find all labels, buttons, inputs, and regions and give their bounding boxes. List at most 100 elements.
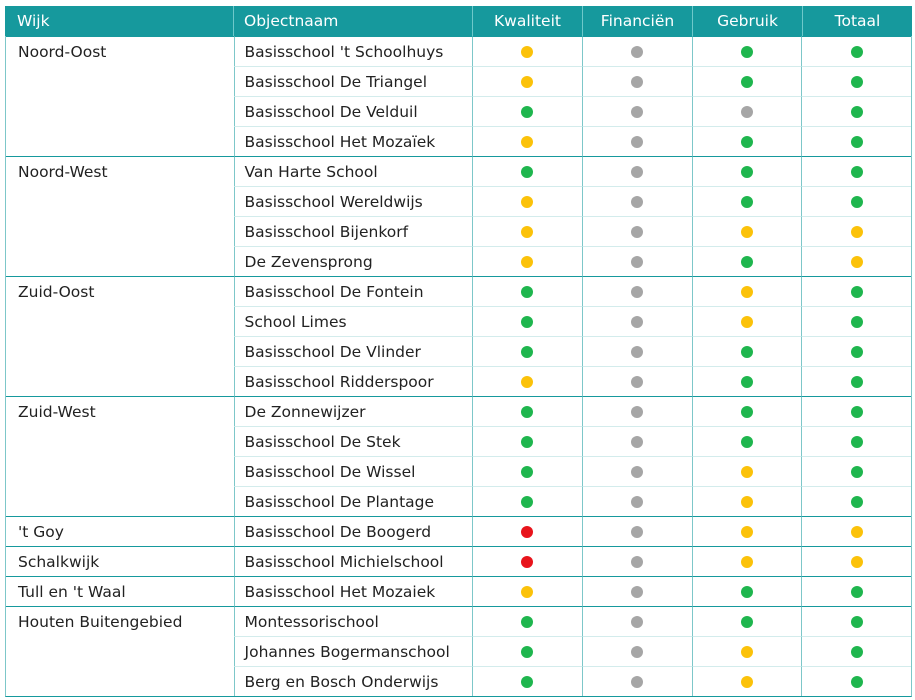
status-dot-green [740, 405, 753, 418]
cell-kwaliteit [473, 486, 583, 516]
status-dot-green [850, 345, 863, 358]
cell-wijk: Schalkwijk [6, 546, 235, 576]
status-dot-gray [631, 675, 644, 688]
cell-wijk [6, 636, 235, 666]
status-dot-yellow [521, 75, 534, 88]
cell-financien [582, 276, 693, 306]
cell-objectnaam: School Limes [234, 306, 473, 336]
table-row: Basisschool Ridderspoor [6, 366, 911, 396]
cell-kwaliteit [473, 186, 583, 216]
schools-table: Wijk Objectnaam Kwaliteit Financiën Gebr… [5, 6, 912, 697]
cell-financien [582, 156, 693, 186]
cell-gebruik [692, 576, 803, 606]
status-dot-gray [631, 135, 644, 148]
cell-kwaliteit [473, 546, 583, 576]
status-dot-gray [631, 615, 644, 628]
cell-wijk: Zuid-West [6, 396, 235, 426]
status-dot-green [521, 315, 534, 328]
cell-objectnaam: Montessorischool [234, 606, 473, 636]
status-dot-yellow [521, 375, 534, 388]
cell-gebruik [692, 456, 803, 486]
status-dot-gray [631, 345, 644, 358]
table-row: Zuid-Oost Basisschool De Fontein [6, 276, 911, 306]
cell-kwaliteit [473, 606, 583, 636]
status-dot-green [740, 135, 753, 148]
table-row: Johannes Bogermanschool [6, 636, 911, 666]
cell-kwaliteit [473, 246, 583, 276]
cell-totaal [802, 516, 911, 546]
cell-wijk: 't Goy [6, 516, 235, 546]
cell-gebruik [692, 246, 803, 276]
cell-totaal [802, 396, 911, 426]
cell-totaal [802, 426, 911, 456]
cell-wijk: Noord-West [6, 156, 235, 186]
status-dot-green [850, 495, 863, 508]
cell-objectnaam: Basisschool Het Mozaïek [234, 126, 473, 156]
cell-financien [582, 366, 693, 396]
cell-objectnaam: Basisschool De Fontein [234, 276, 473, 306]
status-dot-green [850, 405, 863, 418]
cell-gebruik [692, 36, 803, 66]
cell-wijk [6, 126, 235, 156]
cell-totaal [802, 36, 911, 66]
header-objectnaam: Objectnaam [234, 6, 473, 36]
status-dot-yellow [521, 225, 534, 238]
cell-wijk [6, 66, 235, 96]
cell-totaal [802, 366, 911, 396]
cell-financien [582, 516, 693, 546]
status-dot-gray [631, 435, 644, 448]
status-dot-yellow [740, 315, 753, 328]
cell-gebruik [692, 666, 803, 696]
status-dot-gray [631, 105, 644, 118]
table-row: Schalkwijk Basisschool Michielschool [6, 546, 911, 576]
status-dot-green [521, 675, 534, 688]
status-dot-yellow [740, 645, 753, 658]
status-dot-yellow [850, 525, 863, 538]
cell-wijk: Tull en 't Waal [6, 576, 235, 606]
status-dot-green [521, 345, 534, 358]
status-dot-yellow [521, 585, 534, 598]
status-dot-green [740, 165, 753, 178]
cell-wijk: Zuid-Oost [6, 276, 235, 306]
status-dot-gray [631, 555, 644, 568]
status-dot-gray [631, 405, 644, 418]
cell-totaal [802, 276, 911, 306]
status-dot-green [850, 45, 863, 58]
status-dot-green [850, 435, 863, 448]
cell-objectnaam: Basisschool De Stek [234, 426, 473, 456]
cell-objectnaam: Basisschool 't Schoolhuys [234, 36, 473, 66]
status-dot-green [850, 285, 863, 298]
cell-wijk [6, 246, 235, 276]
cell-financien [582, 216, 693, 246]
status-dot-red [521, 525, 534, 538]
status-dot-yellow [521, 135, 534, 148]
cell-kwaliteit [473, 336, 583, 366]
cell-financien [582, 306, 693, 336]
cell-financien [582, 666, 693, 696]
cell-kwaliteit [473, 426, 583, 456]
header-gebruik: Gebruik [693, 6, 803, 36]
cell-wijk [6, 306, 235, 336]
cell-gebruik [692, 366, 803, 396]
table-row: School Limes [6, 306, 911, 336]
cell-objectnaam: Basisschool De Boogerd [234, 516, 473, 546]
cell-financien [582, 96, 693, 126]
cell-wijk [6, 216, 235, 246]
cell-kwaliteit [473, 666, 583, 696]
cell-financien [582, 426, 693, 456]
table-header: Wijk Objectnaam Kwaliteit Financiën Gebr… [5, 6, 912, 36]
cell-objectnaam: Basisschool Wereldwijs [234, 186, 473, 216]
cell-wijk [6, 426, 235, 456]
cell-financien [582, 576, 693, 606]
cell-objectnaam: Basisschool Ridderspoor [234, 366, 473, 396]
cell-gebruik [692, 546, 803, 576]
cell-gebruik [692, 96, 803, 126]
status-dot-gray [631, 285, 644, 298]
header-totaal: Totaal [834, 12, 881, 30]
cell-financien [582, 126, 693, 156]
cell-totaal [802, 546, 911, 576]
cell-totaal [802, 156, 911, 186]
table-row: Basisschool Het Mozaïek [6, 126, 911, 156]
status-dot-yellow [740, 225, 753, 238]
status-dot-green [850, 315, 863, 328]
